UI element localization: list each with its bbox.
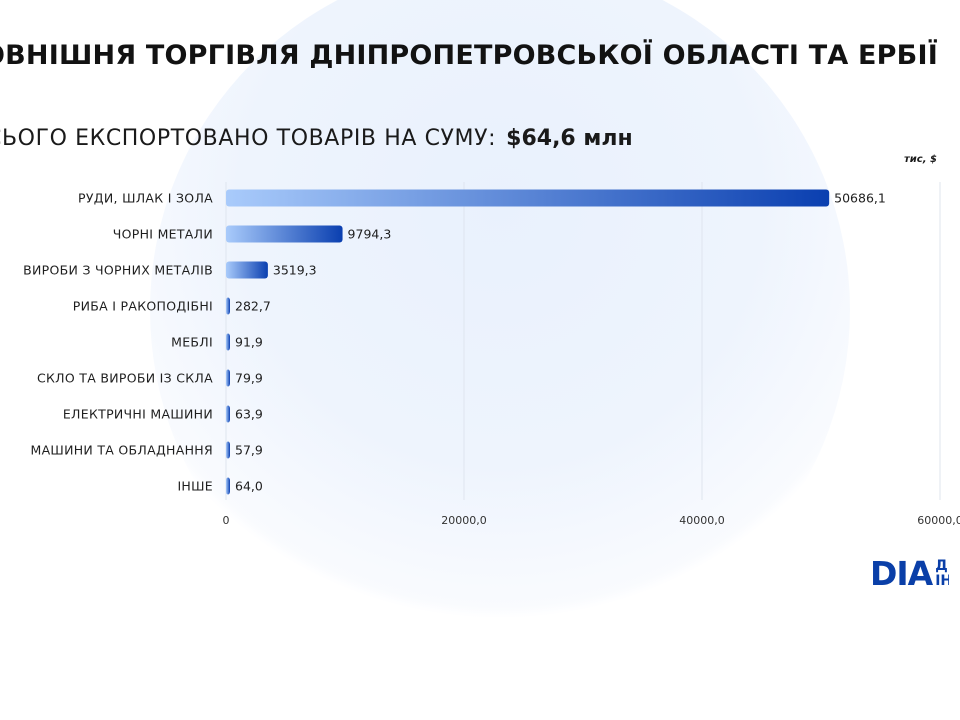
page-subtitle: СЬОГО ЕКСПОРТОВАНО ТОВАРІВ НА СУМУ: $64,6…: [0, 126, 633, 151]
category-label-2: ВИРОБИ З ЧОРНИХ МЕТАЛІВ: [23, 263, 213, 278]
value-label-3: 282,7: [235, 299, 271, 314]
bar-2: [226, 261, 268, 279]
value-label-1: 9794,3: [348, 227, 392, 242]
category-label-8: ІНШЕ: [177, 479, 213, 494]
value-label-5: 79,9: [235, 371, 263, 386]
value-label-7: 57,9: [235, 443, 263, 458]
value-label-8: 64,0: [235, 479, 263, 494]
x-tick-label-2: 40000,0: [679, 514, 725, 527]
subtitle-amount: $64,6 млн: [506, 126, 633, 151]
category-label-5: СКЛО ТА ВИРОБИ ІЗ СКЛА: [37, 371, 213, 386]
bar-4: [226, 333, 230, 351]
bar-0: [226, 189, 830, 207]
logo-side-top: Д: [935, 558, 948, 574]
bar-7: [226, 441, 230, 459]
category-label-0: РУДИ, ШЛАК І ЗОЛА: [78, 191, 213, 206]
bar-8: [226, 477, 230, 495]
subtitle-prefix: СЬОГО ЕКСПОРТОВАНО ТОВАРІВ НА СУМУ:: [0, 126, 497, 151]
x-tick-label-1: 20000,0: [441, 514, 487, 527]
category-label-1: ЧОРНІ МЕТАЛИ: [113, 227, 213, 242]
value-label-0: 50686,1: [834, 191, 886, 206]
bar-5: [226, 369, 230, 387]
category-label-3: РИБА І РАКОПОДІБНІ: [73, 299, 213, 314]
logo-text: DIA: [870, 554, 933, 593]
bar-6: [226, 405, 230, 423]
dia-logo: DIA Д ІН: [870, 556, 949, 592]
value-label-4: 91,9: [235, 335, 263, 350]
bar-3: [226, 297, 230, 315]
logo-side-bottom: ІН: [935, 573, 950, 589]
value-label-6: 63,9: [235, 407, 263, 422]
background-circle: [150, 0, 850, 660]
category-label-4: МЕБЛІ: [171, 335, 213, 350]
category-label-6: ЕЛЕКТРИЧНІ МАШИНИ: [63, 407, 213, 422]
unit-label: тис, $: [904, 154, 937, 165]
category-label-7: МАШИНИ ТА ОБЛАДНАННЯ: [30, 443, 213, 458]
logo-side-text: Д ІН: [935, 556, 949, 592]
x-tick-label-0: 0: [223, 514, 230, 527]
bar-1: [226, 225, 343, 243]
x-tick-label-3: 60000,0: [917, 514, 960, 527]
bar-chart: РУДИ, ШЛАК І ЗОЛА 50686,1 ЧОРНІ МЕТАЛИ 9794…: [23, 182, 960, 527]
page-title: ОВНІШНЯ ТОРГІВЛЯ ДНІПРОПЕТРОВСЬКОЇ ОБЛАС…: [0, 40, 938, 71]
value-label-2: 3519,3: [273, 263, 317, 278]
